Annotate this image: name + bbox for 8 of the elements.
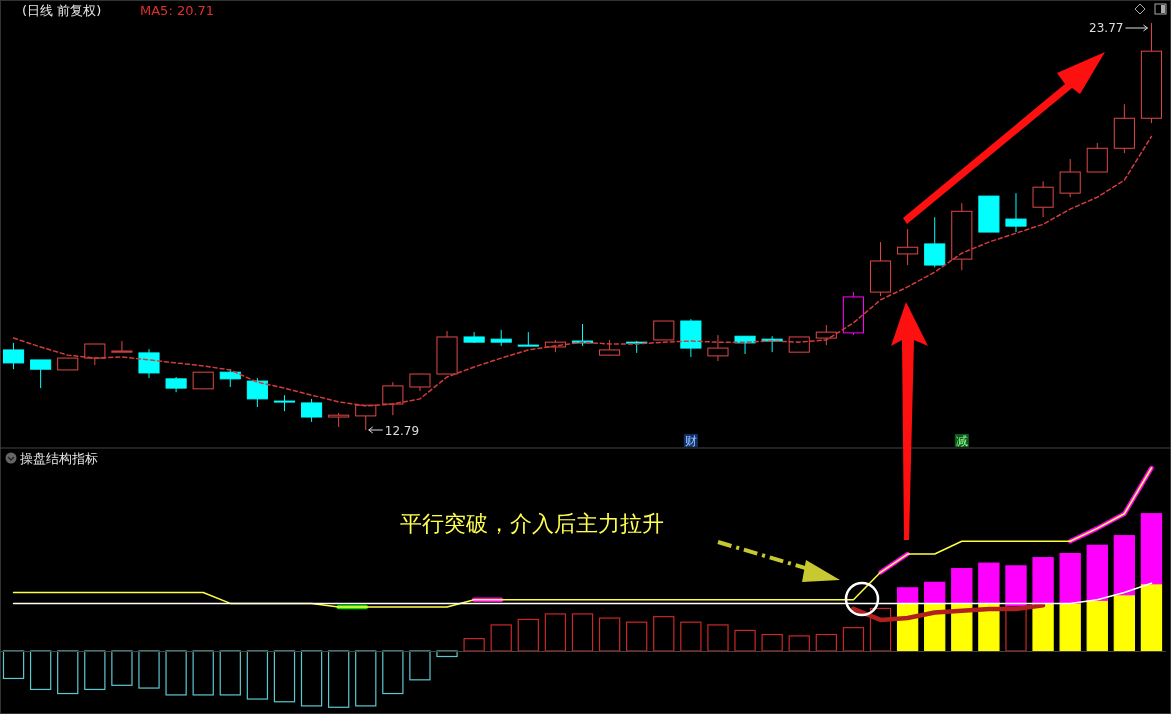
chart-title: 操盘结构指标 [20,451,98,466]
chart-subtitle: MA5: 20.71 [140,3,215,18]
text: 财 [684,434,697,448]
text: 减 [955,434,968,448]
annotation: 12.79 [384,424,420,438]
annotation: 平行突破，介入后主力拉升 [400,511,664,536]
annotation: 23.77 [1089,21,1124,35]
chart-title: (日线 前复权) [22,3,102,18]
